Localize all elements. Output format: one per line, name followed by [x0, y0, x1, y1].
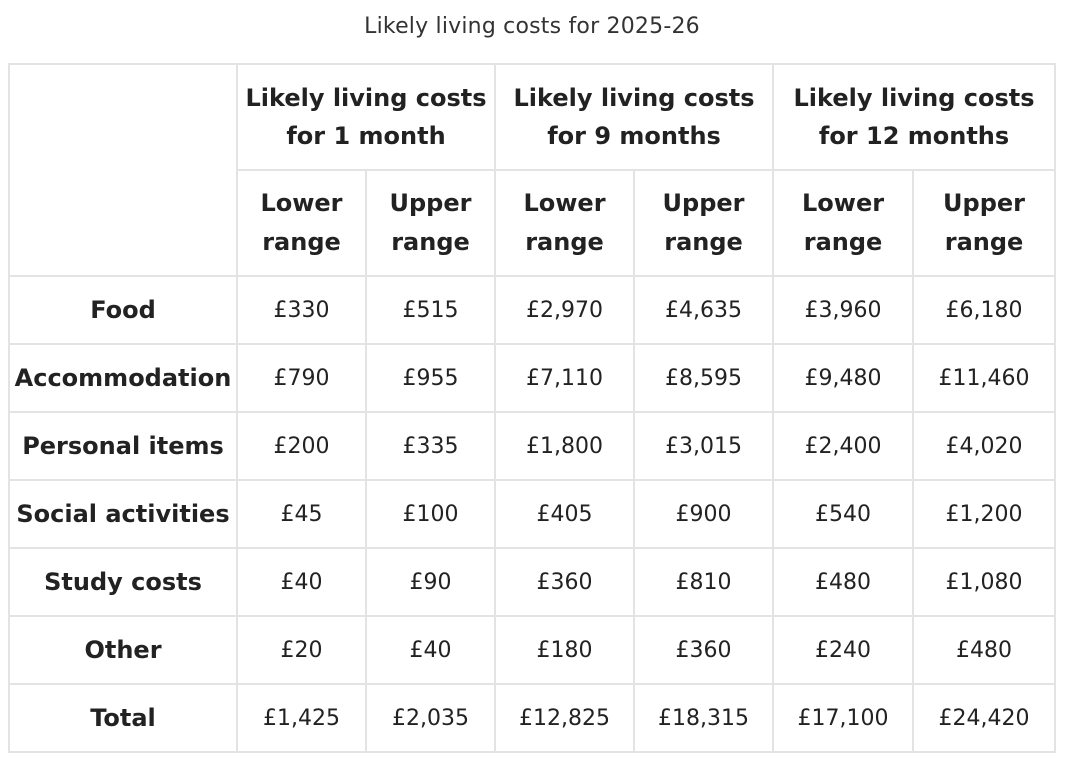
table-cell: £40 — [364, 615, 497, 685]
table-cell: £330 — [236, 275, 367, 345]
group-header-line: for 12 months — [818, 122, 1010, 150]
group-header-12-months: Likely living costs for 12 months — [772, 63, 1057, 171]
table-cell: £20 — [236, 615, 367, 685]
range-header-row: Lower range Upper range Lower range Uppe… — [9, 169, 1057, 277]
range-header-lower: Lower range — [772, 169, 915, 277]
row-label: Other — [8, 615, 238, 685]
group-header-1-month: Likely living costs for 1 month — [235, 63, 497, 171]
table-cell: £9,480 — [772, 343, 915, 413]
group-header-line: Likely living costs — [245, 84, 487, 112]
table-cell: £90 — [364, 547, 497, 617]
table-row: Accommodation £790 £955 £7,110 £8,595 £9,480 £… — [8, 343, 1057, 413]
table-cell: £6,180 — [912, 275, 1057, 345]
table-cell: £17,100 — [772, 683, 915, 753]
living-costs-table: Likely living costs for 1 month Likely l… — [8, 63, 1057, 753]
row-label: Accommodation — [8, 343, 238, 413]
range-header-upper: Upper range — [912, 169, 1057, 277]
range-header-line: Lower — [801, 189, 885, 217]
range-header-line: range — [525, 228, 604, 256]
range-header-line: range — [262, 228, 341, 256]
table-cell: £8,595 — [633, 343, 775, 413]
table-cell: £790 — [236, 343, 367, 413]
table-cell: £480 — [772, 547, 915, 617]
range-header-line: Upper — [943, 189, 1026, 217]
group-header-line: for 9 months — [547, 122, 721, 150]
row-label: Social activities — [8, 479, 238, 549]
range-header-line: range — [944, 228, 1024, 256]
range-header-lower: Lower range — [494, 169, 636, 277]
table-cell: £1,080 — [912, 547, 1057, 617]
table-cell: £360 — [494, 547, 636, 617]
table-row: Personal items £200 £335 £1,800 £3,015 £2,400… — [8, 411, 1057, 481]
table-cell: £4,020 — [912, 411, 1057, 481]
table-cell: £3,015 — [633, 411, 775, 481]
range-header-upper: Upper range — [633, 169, 775, 277]
table-cell: £24,420 — [912, 683, 1057, 753]
group-header-9-months: Likely living costs for 9 months — [494, 63, 775, 171]
table-cell: £2,400 — [772, 411, 915, 481]
table-cell: £12,825 — [494, 683, 636, 753]
row-label: Personal items — [8, 411, 238, 481]
group-header-line: for 1 month — [286, 122, 446, 150]
range-header-line: range — [391, 228, 470, 256]
group-header-line: Likely living costs — [513, 84, 755, 112]
table-cell: £180 — [494, 615, 636, 685]
range-header-line: Upper — [662, 189, 745, 217]
range-header-line: range — [664, 228, 743, 256]
table-cell: £4,635 — [633, 275, 775, 345]
table-cell: £1,200 — [912, 479, 1057, 549]
range-header-upper: Upper range — [364, 169, 497, 277]
table-row: Total £1,425 £2,035 £12,825 £18,315 £17,100 £2… — [8, 683, 1057, 753]
table-cell: £1,800 — [494, 411, 636, 481]
row-label: Total — [8, 683, 238, 753]
range-header-line: Lower — [523, 189, 606, 217]
table-row: Social activities £45 £100 £405 £900 £540 £1,2… — [8, 479, 1057, 549]
table-row: Other £20 £40 £180 £360 £240 £480 — [8, 615, 1057, 685]
table-cell: £2,035 — [364, 683, 497, 753]
table-cell: £405 — [494, 479, 636, 549]
table-cell: £18,315 — [633, 683, 775, 753]
range-header-line: Upper — [389, 189, 472, 217]
table-body: Food £330 £515 £2,970 £4,635 £3,960 £6,180 Acco… — [8, 275, 1057, 753]
table-caption: Likely living costs for 2025-26 — [364, 14, 700, 39]
table-cell: £360 — [633, 615, 775, 685]
table-cell: £515 — [364, 275, 497, 345]
table-cell: £2,970 — [494, 275, 636, 345]
table-cell: £40 — [236, 547, 367, 617]
row-label: Study costs — [8, 547, 238, 617]
table-cell: £1,425 — [236, 683, 367, 753]
table-cell: £200 — [236, 411, 367, 481]
table-cell: £540 — [772, 479, 915, 549]
table-cell: £45 — [236, 479, 367, 549]
table-cell: £900 — [633, 479, 775, 549]
table-cell: £480 — [912, 615, 1057, 685]
table-cell: £11,460 — [912, 343, 1057, 413]
table-cell: £240 — [772, 615, 915, 685]
row-label: Food — [8, 275, 238, 345]
range-header-line: range — [803, 228, 883, 256]
table-row: Food £330 £515 £2,970 £4,635 £3,960 £6,180 — [8, 275, 1057, 345]
table-cell: £100 — [364, 479, 497, 549]
range-header-line: Lower — [260, 189, 343, 217]
table-cell: £335 — [364, 411, 497, 481]
table-cell: £810 — [633, 547, 775, 617]
range-header-lower: Lower range — [236, 169, 367, 277]
table-cell: £3,960 — [772, 275, 915, 345]
group-header-row: Likely living costs for 1 month Likely l… — [8, 63, 1057, 277]
table-row: Study costs £40 £90 £360 £810 £480 £1,080 — [8, 547, 1057, 617]
table-cell: £955 — [364, 343, 497, 413]
corner-cell — [8, 63, 238, 277]
group-header-line: Likely living costs — [793, 84, 1035, 112]
table-cell: £7,110 — [494, 343, 636, 413]
